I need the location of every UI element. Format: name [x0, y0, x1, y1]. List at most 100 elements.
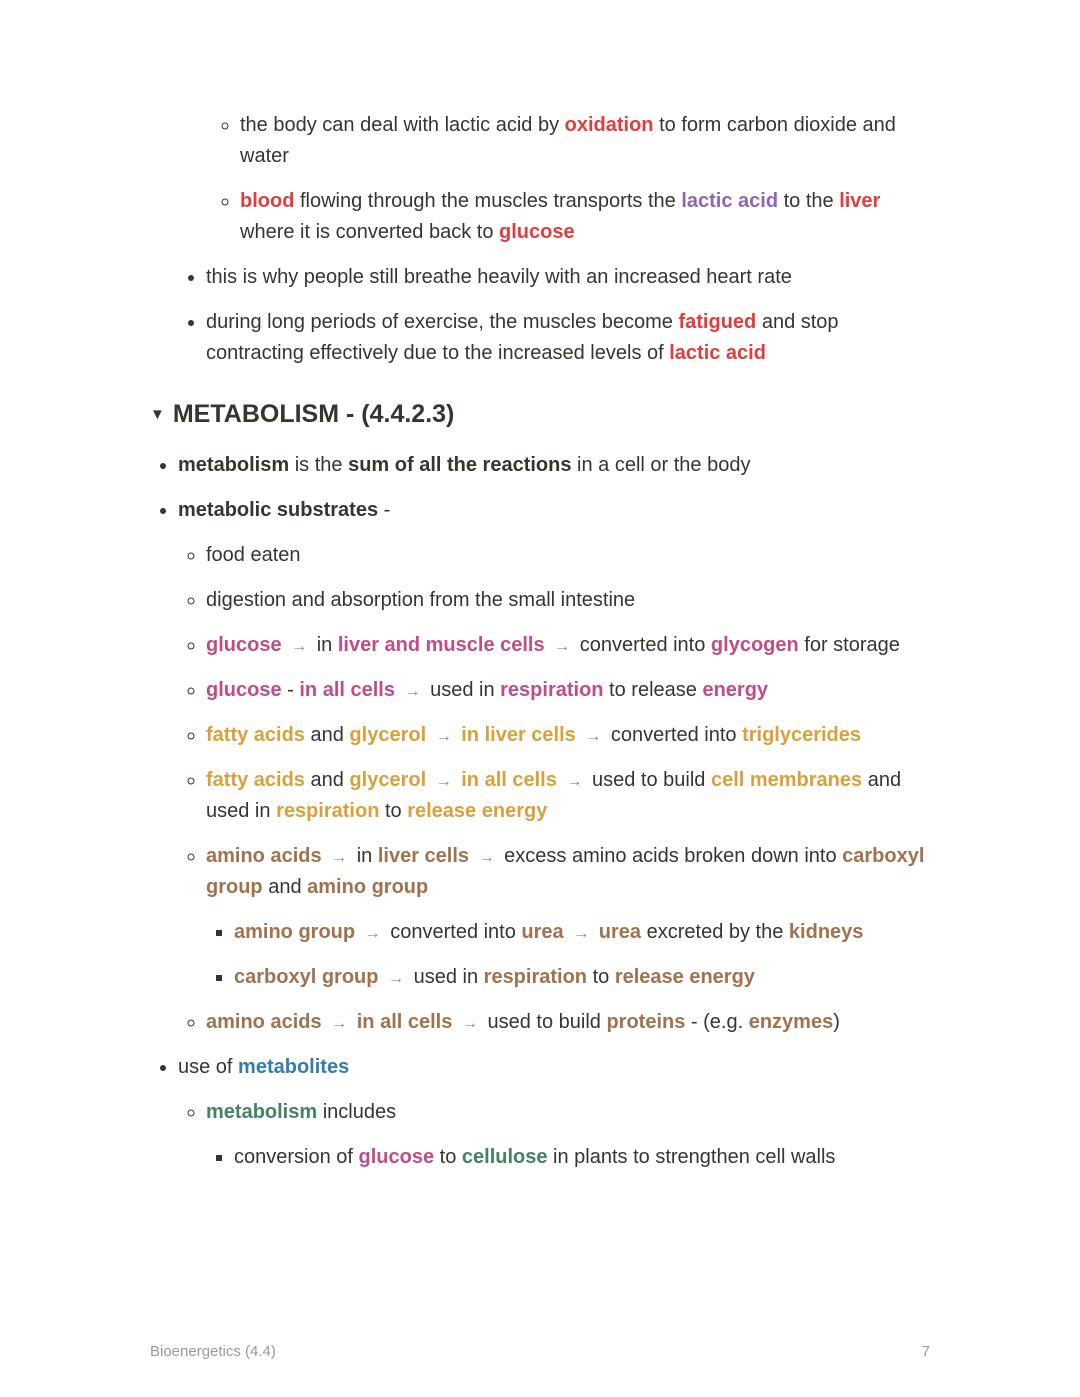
text: used to build: [586, 769, 711, 791]
keyword-in-liver-cells: in liver cells: [461, 724, 576, 746]
keyword-in-all-cells: in all cells: [299, 679, 395, 701]
text: to the: [778, 190, 839, 212]
text: to: [379, 800, 407, 822]
top-sublist: the body can deal with lactic acid by ox…: [150, 110, 930, 248]
metabolites-sublist: metabolism includes conversion of glucos…: [178, 1097, 930, 1173]
arrow-icon: →: [361, 925, 385, 942]
text: converted into: [574, 634, 711, 656]
keyword-release-energy: release energy: [407, 800, 547, 822]
list-item: carboxyl group → used in respiration to …: [234, 962, 930, 993]
keyword-fatigued: fatigued: [678, 311, 756, 333]
text: - (e.g.: [685, 1011, 748, 1033]
list-item: metabolic substrates - food eaten digest…: [178, 495, 930, 1038]
text: conversion of: [234, 1146, 359, 1168]
text: use of: [178, 1056, 238, 1078]
text: -: [378, 499, 390, 521]
arrow-icon: →: [432, 773, 456, 790]
keyword-triglycerides: triglycerides: [742, 724, 861, 746]
keyword-metabolites: metabolites: [238, 1056, 349, 1078]
arrow-icon: →: [287, 638, 311, 655]
list-item: blood flowing through the muscles transp…: [240, 186, 930, 248]
keyword-energy: energy: [702, 679, 768, 701]
keyword-liver-muscle: liver and muscle cells: [338, 634, 545, 656]
text: excess amino acids broken down into: [499, 845, 843, 867]
list-item: digestion and absorption from the small …: [206, 585, 930, 616]
list-item: glucose → in liver and muscle cells → co…: [206, 630, 930, 661]
list-item: amino group → converted into urea → urea…: [234, 917, 930, 948]
text: used in: [425, 679, 501, 701]
keyword-in-all-cells: in all cells: [357, 1011, 453, 1033]
keyword-enzymes: enzymes: [749, 1011, 834, 1033]
keyword-glucose: glucose: [206, 679, 282, 701]
text: in a cell or the body: [571, 454, 750, 476]
metabolism-list: metabolism is the sum of all the reactio…: [150, 450, 930, 1173]
bold-text: sum of all the reactions: [348, 454, 571, 476]
keyword-in-all-cells: in all cells: [461, 769, 557, 791]
list-item: fatty acids and glycerol → in liver cell…: [206, 720, 930, 751]
list-item: amino acids → in liver cells → excess am…: [206, 841, 930, 993]
toggle-triangle-icon[interactable]: ▼: [150, 403, 165, 426]
list-item: glucose - in all cells → used in respira…: [206, 675, 930, 706]
keyword-glycerol: glycerol: [349, 769, 426, 791]
arrow-icon: →: [581, 728, 605, 745]
arrow-icon: →: [550, 638, 574, 655]
keyword-urea: urea: [521, 921, 563, 943]
keyword-carboxyl-group: carboxyl group: [234, 966, 378, 988]
text: to: [587, 966, 615, 988]
list-item: conversion of glucose to cellulose in pl…: [234, 1142, 930, 1173]
keyword-metabolism: metabolism: [206, 1101, 317, 1123]
text: during long periods of exercise, the mus…: [206, 311, 678, 333]
keyword-amino-acids: amino acids: [206, 1011, 322, 1033]
keyword-oxidation: oxidation: [565, 114, 654, 136]
text: for storage: [799, 634, 900, 656]
arrow-icon: →: [384, 970, 408, 987]
text: in plants to strengthen cell walls: [548, 1146, 836, 1168]
text: and: [305, 769, 349, 791]
metabolism-includes-sublist: conversion of glucose to cellulose in pl…: [206, 1142, 930, 1173]
footer-page-number: 7: [922, 1340, 930, 1363]
text: -: [282, 679, 300, 701]
arrow-icon: →: [458, 1015, 482, 1032]
text: used to build: [482, 1011, 607, 1033]
keyword-glucose: glucose: [359, 1146, 435, 1168]
keyword-proteins: proteins: [606, 1011, 685, 1033]
text: and: [305, 724, 349, 746]
keyword-glycogen: glycogen: [711, 634, 799, 656]
list-item: food eaten: [206, 540, 930, 571]
keyword-amino-acids: amino acids: [206, 845, 322, 867]
list-item: use of metabolites metabolism includes c…: [178, 1052, 930, 1173]
text: excreted by the: [641, 921, 789, 943]
text: used in: [408, 966, 484, 988]
keyword-glucose: glucose: [499, 221, 575, 243]
text: flowing through the muscles transports t…: [294, 190, 681, 212]
keyword-amino-group: amino group: [234, 921, 355, 943]
keyword-liver-cells: liver cells: [378, 845, 469, 867]
arrow-icon: →: [432, 728, 456, 745]
arrow-icon: →: [327, 1015, 351, 1032]
text: this is why people still breathe heavily…: [206, 266, 792, 288]
keyword-lactic-acid: lactic acid: [681, 190, 778, 212]
keyword-lactic-acid: lactic acid: [669, 342, 766, 364]
arrow-icon: →: [562, 773, 586, 790]
text: in: [351, 845, 378, 867]
top-bullets: this is why people still breathe heavily…: [150, 262, 930, 369]
arrow-icon: →: [327, 849, 351, 866]
heading-text: METABOLISM - (4.4.2.3): [173, 395, 455, 434]
keyword-cell-membranes: cell membranes: [711, 769, 862, 791]
list-item: metabolism is the sum of all the reactio…: [178, 450, 930, 481]
keyword-glucose: glucose: [206, 634, 282, 656]
keyword-urea: urea: [599, 921, 641, 943]
bold-text: metabolic substrates: [178, 499, 378, 521]
keyword-amino-group: amino group: [307, 876, 428, 898]
section-heading-metabolism[interactable]: ▼ METABOLISM - (4.4.2.3): [150, 395, 930, 434]
text: the body can deal with lactic acid by: [240, 114, 565, 136]
list-item: during long periods of exercise, the mus…: [206, 307, 930, 369]
arrow-icon: →: [569, 925, 593, 942]
list-item: this is why people still breathe heavily…: [206, 262, 930, 293]
substrates-sublist: food eaten digestion and absorption from…: [178, 540, 930, 1038]
list-item: fatty acids and glycerol → in all cells …: [206, 765, 930, 827]
keyword-respiration: respiration: [276, 800, 379, 822]
footer-title: Bioenergetics (4.4): [150, 1340, 276, 1363]
text: is the: [289, 454, 348, 476]
keyword-fatty-acids: fatty acids: [206, 724, 305, 746]
